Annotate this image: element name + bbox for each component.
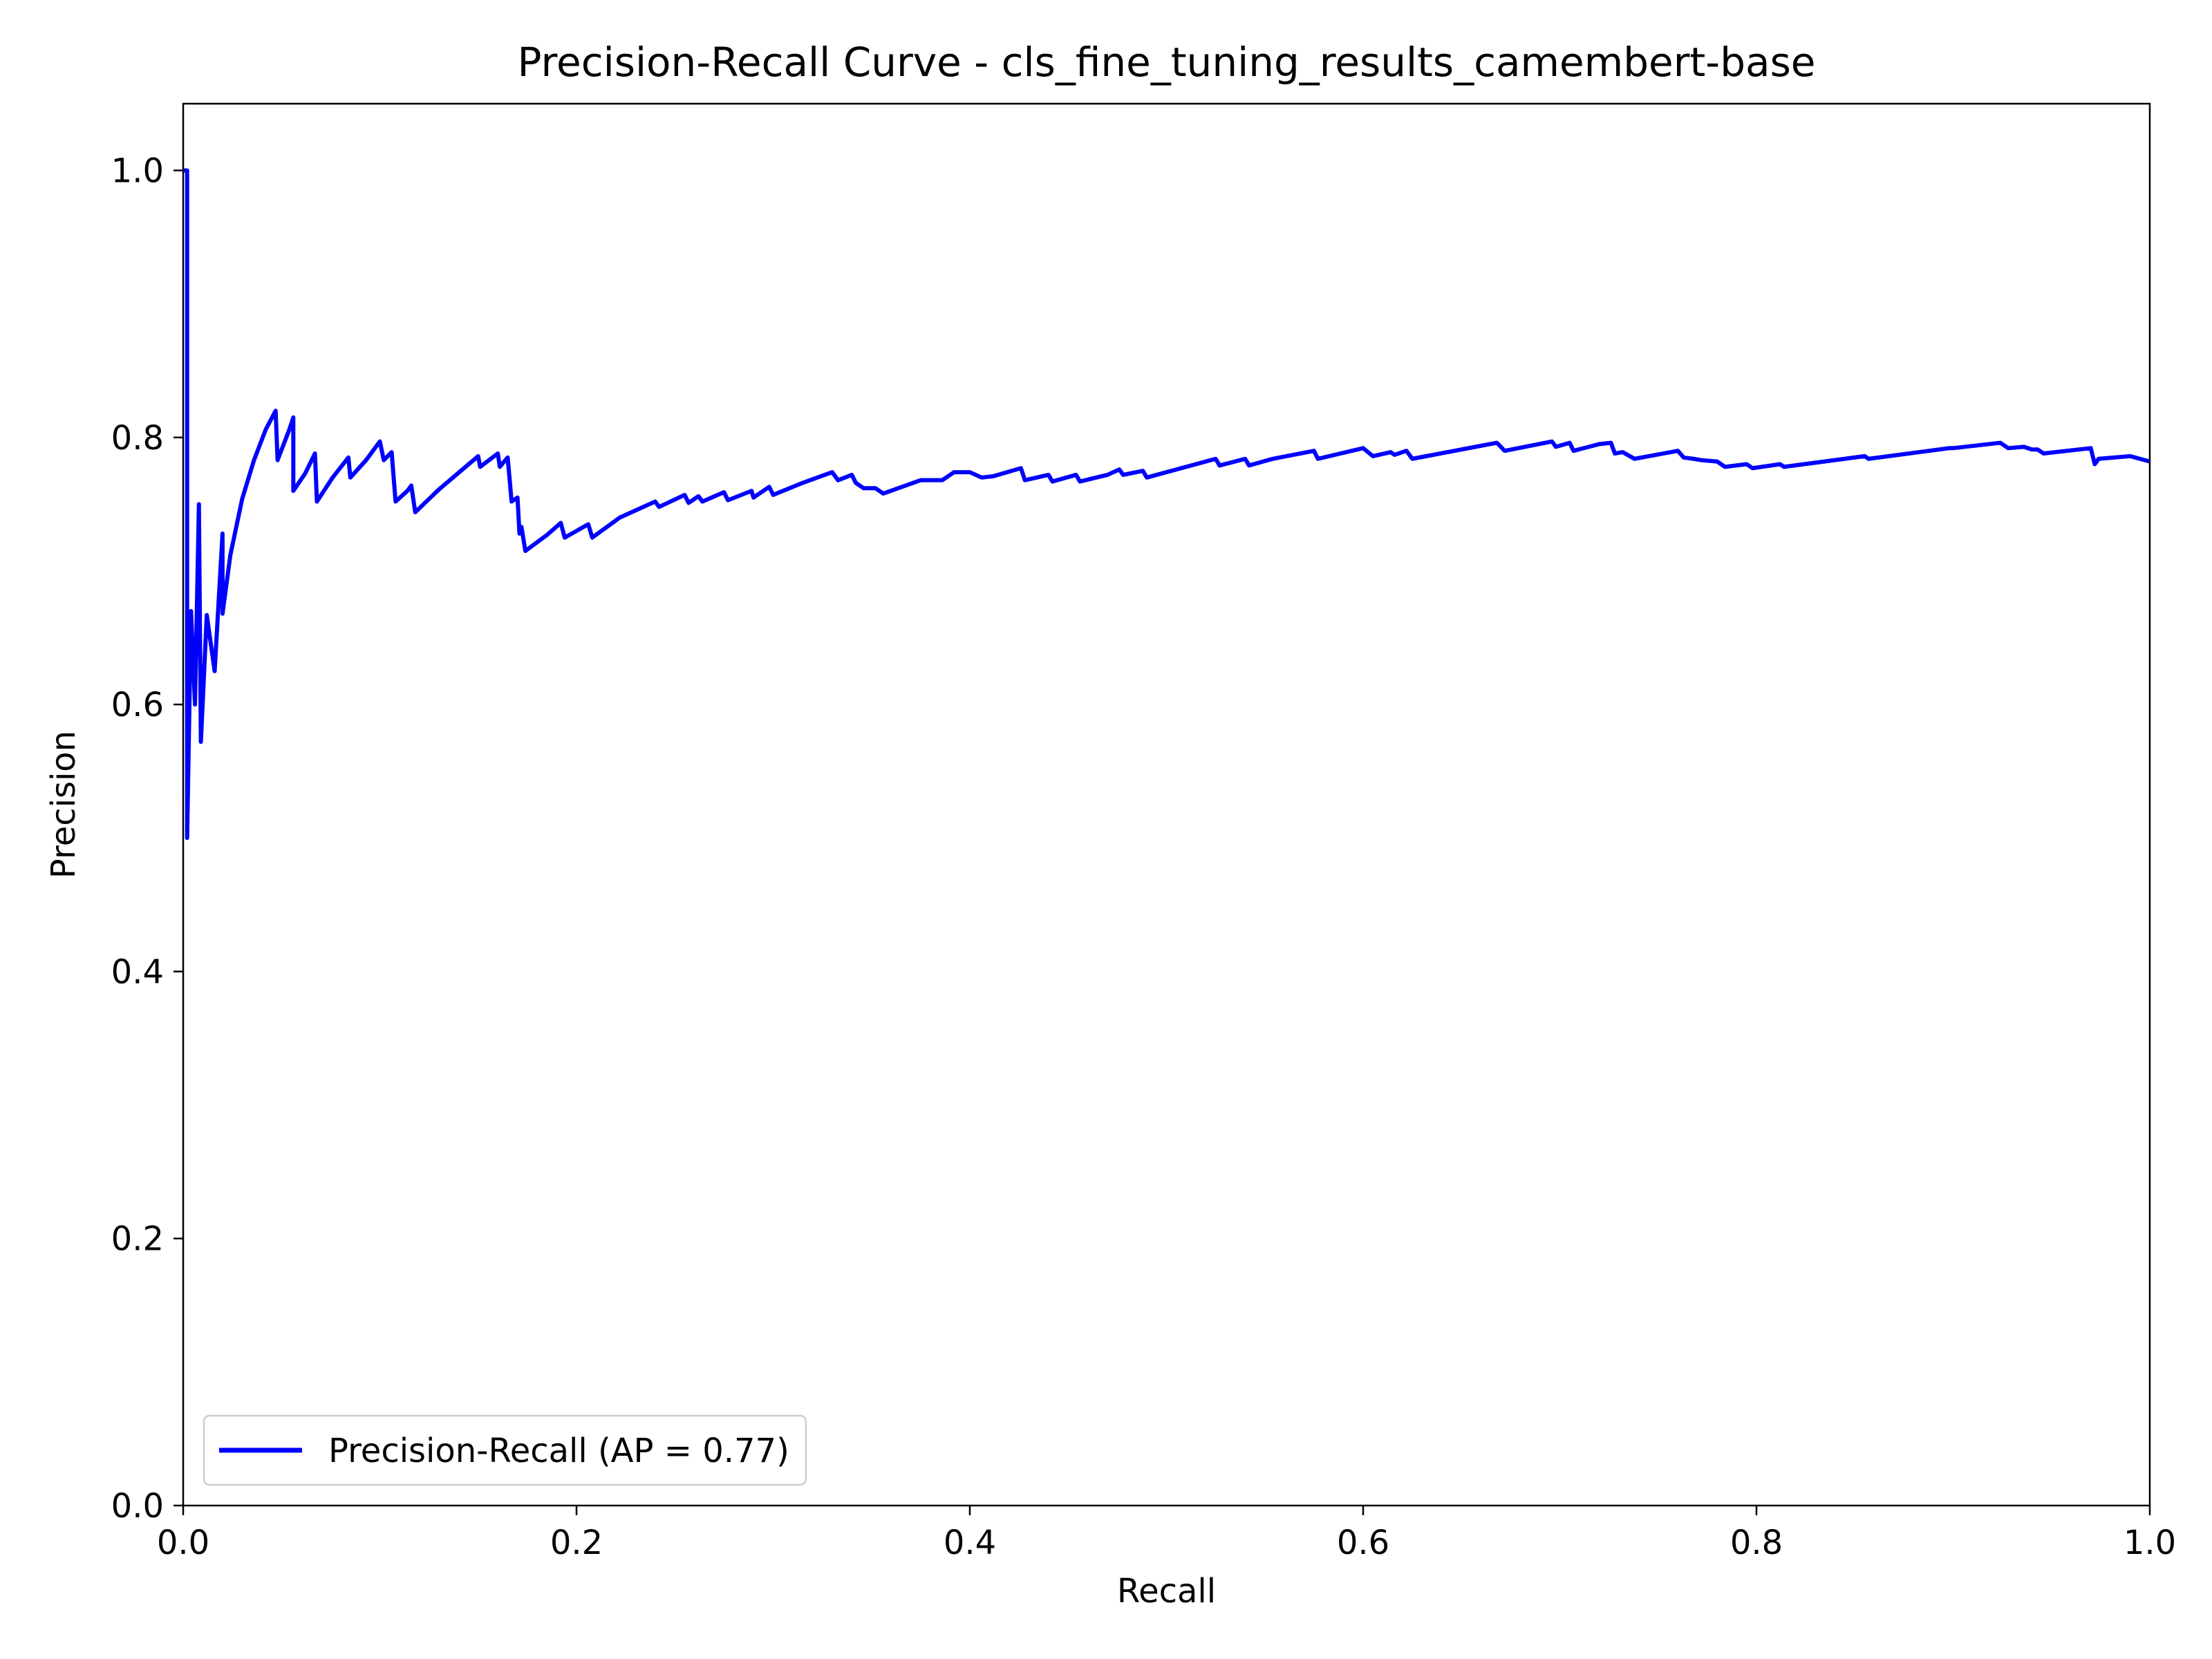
y-axis: 0.0 0.2 0.4 0.6 0.8 1.0 bbox=[111, 152, 183, 1526]
plot-frame bbox=[182, 102, 2151, 1507]
y-tick-label: 1.0 bbox=[111, 152, 164, 191]
series-line-0 bbox=[183, 168, 2150, 841]
y-tick-label: 0.6 bbox=[111, 686, 164, 724]
y-tick-label: 0.2 bbox=[111, 1220, 164, 1259]
x-axis: 0.0 0.2 0.4 0.6 0.8 1.0 bbox=[157, 1506, 2176, 1562]
x-tick-label: 0.6 bbox=[1337, 1524, 1389, 1562]
y-tick-label: 0.8 bbox=[111, 419, 164, 458]
y-tick-label: 0.0 bbox=[111, 1487, 164, 1526]
legend-box bbox=[203, 1414, 807, 1486]
x-tick-label: 0.4 bbox=[944, 1524, 996, 1562]
x-tick-label: 0.8 bbox=[1730, 1524, 1783, 1562]
x-tick-label: 0.0 bbox=[157, 1524, 209, 1562]
y-tick-label: 0.4 bbox=[111, 953, 164, 991]
legend-label: Precision-Recall (AP = 0.77) bbox=[328, 1432, 789, 1470]
plot-background bbox=[183, 104, 2150, 1506]
x-axis-label: Recall bbox=[1117, 1572, 1216, 1611]
x-tick-label: 1.0 bbox=[2124, 1524, 2176, 1562]
x-tick-label: 0.2 bbox=[550, 1524, 603, 1562]
y-axis-label: Precision bbox=[44, 731, 83, 879]
series-layer bbox=[183, 168, 2150, 841]
legend: Precision-Recall (AP = 0.77) bbox=[203, 1414, 807, 1486]
chart-title: Precision-Recall Curve - cls_fine_tuning… bbox=[518, 39, 1816, 86]
